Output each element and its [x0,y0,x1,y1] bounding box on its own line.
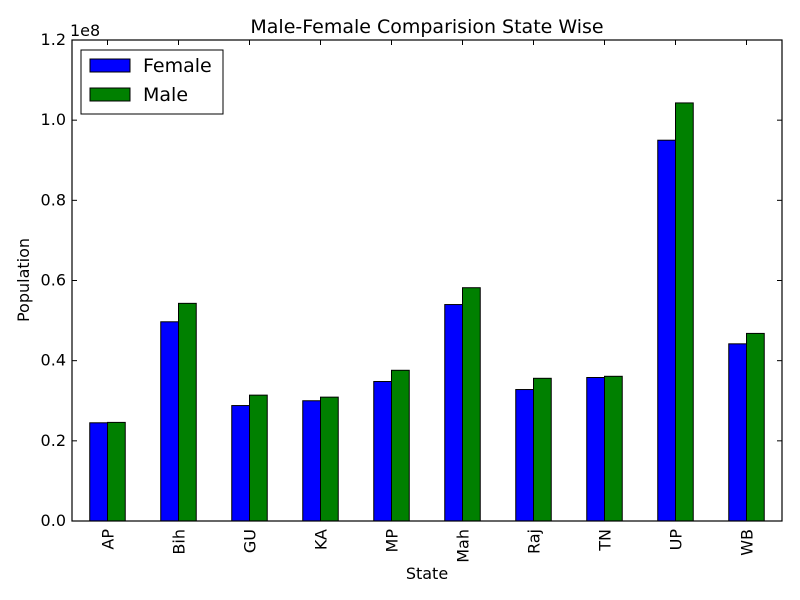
legend-swatch-female [89,58,131,73]
x-tick-label-raj: Raj [525,529,544,554]
bar-female-tn [586,377,605,522]
bar-female-up [657,139,676,522]
bar-male-ap [107,421,126,522]
legend-swatch-male [89,87,131,102]
legend-label-male: Male [143,84,188,106]
bar-male-bih [178,302,197,522]
bar-female-gu [231,405,250,522]
y-tick-label: 0.2 [41,431,66,450]
bar-male-tn [604,375,623,522]
bar-female-bih [160,321,179,522]
x-tick-label-mp: MP [383,529,402,553]
bar-female-wb [728,343,747,522]
y-tick-label: 1.0 [41,110,66,129]
bar-male-mp [391,369,410,522]
x-axis: AP Bih GU KA MP Mah Raj TN UP WB [99,40,757,563]
y-axis-label: Population [14,238,33,322]
bar-male-mah [462,287,481,522]
y-tick-label: 0.6 [41,271,66,290]
y-tick-label: 1.2 [41,30,66,49]
x-axis-label: State [406,564,448,583]
y-tick-label: 0.4 [41,351,66,370]
bars-group [89,102,765,522]
x-tick-label-up: UP [667,529,686,551]
bar-female-ka [302,400,321,522]
chart-title: Male-Female Comparision State Wise [250,16,603,38]
bar-female-mah [444,304,463,522]
bar-male-gu [249,394,268,522]
bar-female-mp [373,381,392,522]
x-tick-label-mah: Mah [454,529,473,563]
x-tick-label-ka: KA [312,529,331,550]
bar-male-up [675,102,694,522]
y-axis-offset-label: 1e8 [70,21,100,40]
y-axis: 0.0 0.2 0.4 0.6 0.8 1.0 1.2 [41,30,782,530]
y-tick-label: 0.0 [41,511,66,530]
bar-female-raj [515,389,534,522]
bar-female-ap [89,422,108,522]
bar-male-ka [320,396,339,522]
legend-label-female: Female [143,55,212,77]
bar-male-raj [533,377,552,522]
x-tick-label-bih: Bih [170,529,189,555]
legend: Female Male [80,49,224,115]
y-tick-label: 0.8 [41,190,66,209]
bar-male-wb [746,332,765,522]
x-tick-label-gu: GU [241,529,260,553]
x-tick-label-tn: TN [596,529,615,552]
x-tick-label-ap: AP [99,529,118,550]
x-tick-label-wb: WB [738,529,757,556]
